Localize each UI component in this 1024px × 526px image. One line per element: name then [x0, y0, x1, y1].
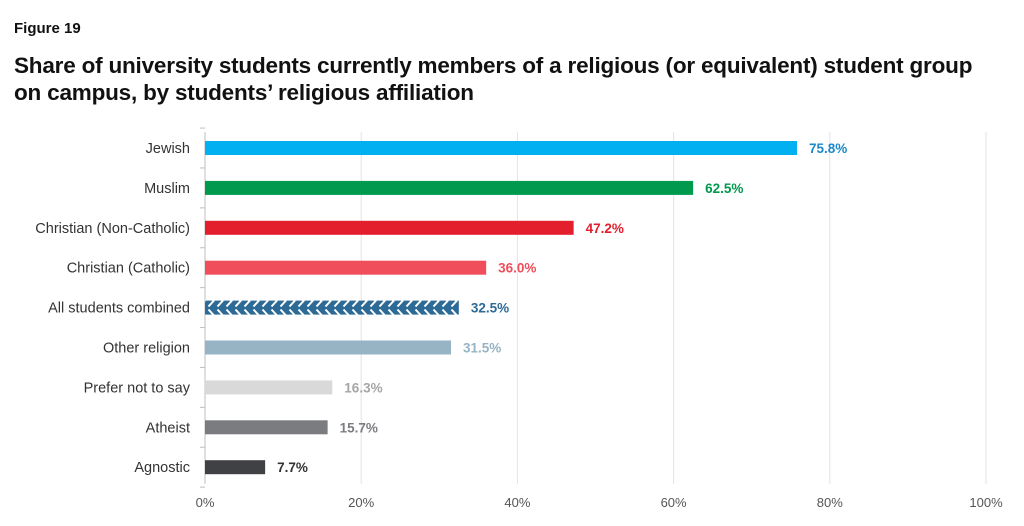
value-label-muslim: 62.5%: [705, 181, 743, 196]
category-label-other-religion: Other religion: [103, 341, 190, 357]
value-label-christian-non-catholic: 47.2%: [586, 221, 624, 236]
category-label-atheist: Atheist: [146, 420, 190, 436]
bars: [205, 141, 797, 475]
x-tick-label: 40%: [504, 495, 530, 510]
category-label-christian-non-catholic: Christian (Non-Catholic): [35, 221, 190, 237]
value-label-christian-catholic: 36.0%: [498, 261, 536, 276]
bar-all-students-combined: [205, 300, 459, 315]
category-label-muslim: Muslim: [144, 181, 190, 197]
figure-label: Figure 19: [14, 20, 81, 37]
bar-agnostic: [205, 460, 266, 475]
category-label-all-students-combined: All students combined: [48, 301, 190, 317]
x-tick-label: 0%: [196, 495, 215, 510]
value-label-all-students-combined: 32.5%: [471, 301, 509, 316]
bar-christian-non-catholic: [205, 220, 574, 235]
category-label-prefer-not-to-say: Prefer not to say: [84, 380, 191, 396]
x-tick-label: 100%: [969, 495, 1003, 510]
x-axis-ticks: 0% 20% 40% 60% 80% 100%: [196, 495, 1003, 510]
bar-prefer-not-to-say: [205, 380, 333, 395]
bar-jewish: [205, 141, 797, 155]
category-label-agnostic: Agnostic: [134, 460, 190, 476]
bar-christian-catholic: [205, 260, 487, 275]
value-label-prefer-not-to-say: 16.3%: [344, 380, 382, 395]
value-label-other-religion: 31.5%: [463, 341, 501, 356]
value-label-atheist: 15.7%: [340, 420, 378, 435]
x-tick-label: 80%: [817, 495, 843, 510]
category-labels: Jewish Muslim Christian (Non-Catholic) Chri…: [35, 141, 190, 476]
value-labels: 75.8% 62.5% 47.2% 36.0% 32.5% 31.5% 16.3% 15.7%…: [277, 141, 847, 475]
value-label-agnostic: 7.7%: [277, 460, 308, 475]
bar-other-religion: [205, 340, 452, 355]
x-tick-label: 20%: [348, 495, 374, 510]
chart-title: Share of university students currently m…: [14, 53, 973, 105]
category-label-christian-catholic: Christian (Catholic): [67, 261, 190, 277]
bar-atheist: [205, 420, 328, 435]
bar-muslim: [205, 180, 694, 195]
value-label-jewish: 75.8%: [809, 141, 847, 156]
category-label-jewish: Jewish: [146, 141, 190, 157]
x-tick-label: 60%: [661, 495, 687, 510]
